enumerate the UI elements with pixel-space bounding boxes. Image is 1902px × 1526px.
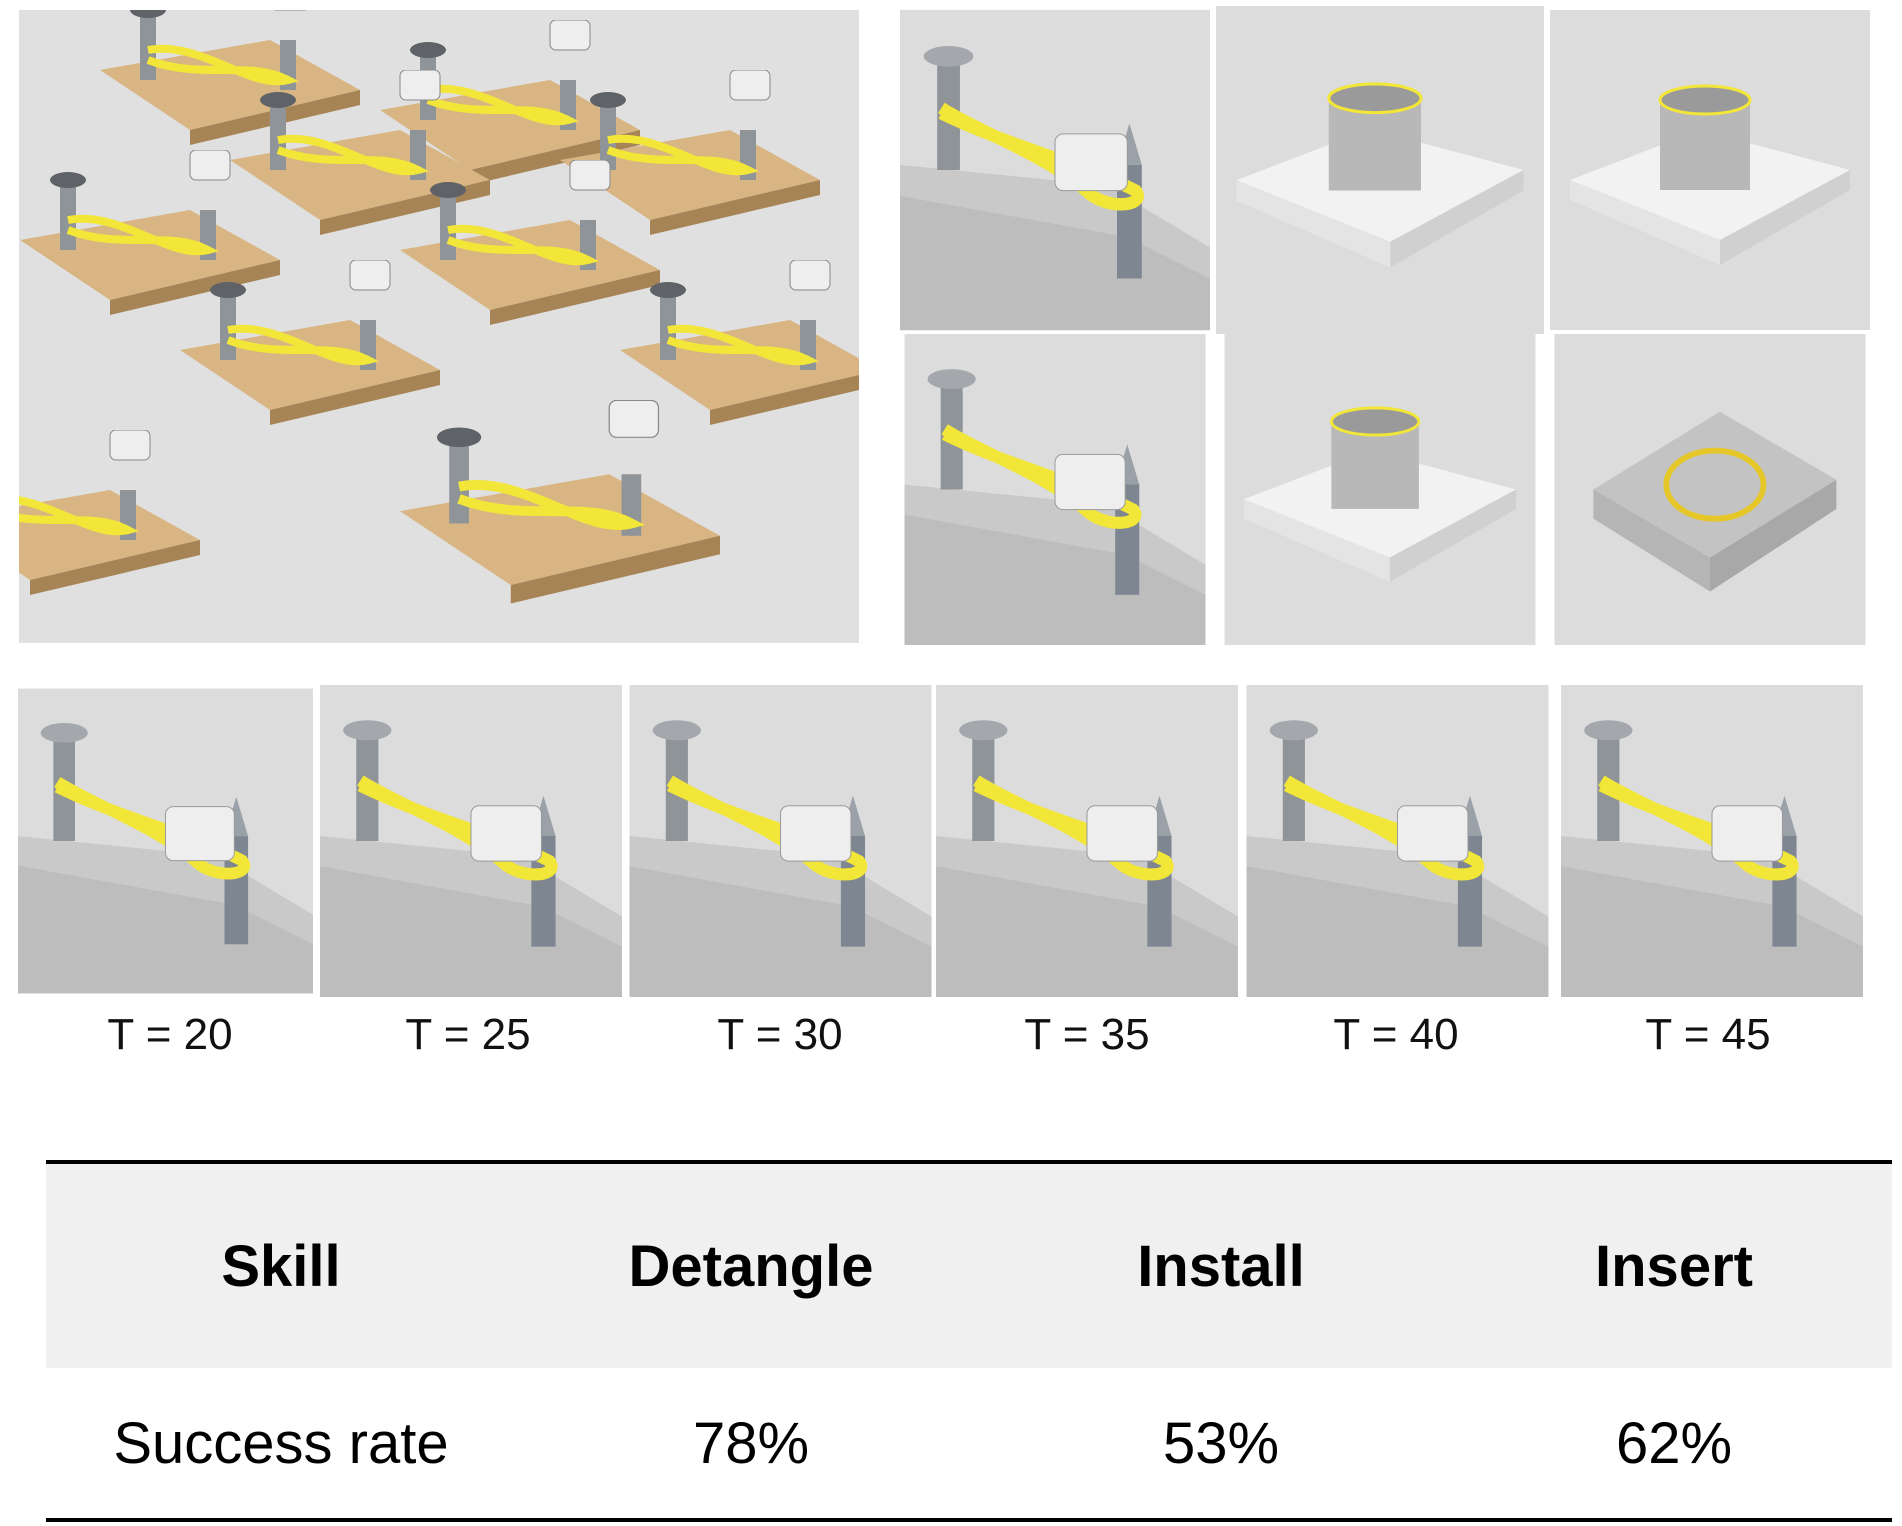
- figure-images: [0, 6, 1870, 1000]
- row-label: Success rate: [113, 1410, 449, 1476]
- header-cell: Skill: [46, 1162, 516, 1368]
- skill-grid: [900, 6, 1870, 645]
- cell: 78%: [692, 1410, 810, 1476]
- data-row: Success rate 78% 53% 62%: [46, 1368, 1892, 1520]
- header-cell: Detangle: [516, 1162, 986, 1368]
- results-table: Skill Detangle Install Insert Success ra…: [46, 1160, 1892, 1522]
- time-label: T = 25: [405, 1010, 531, 1059]
- time-label: T = 20: [107, 1010, 233, 1059]
- cell: 62%: [1615, 1410, 1733, 1476]
- time-label: T = 35: [1024, 1010, 1150, 1059]
- header-cell: Install: [986, 1162, 1456, 1368]
- cell: 53%: [1162, 1410, 1280, 1476]
- timeline-frames: [18, 685, 1863, 997]
- header-row: Skill Detangle Install Insert: [46, 1162, 1892, 1368]
- time-label: T = 45: [1645, 1010, 1771, 1059]
- time-label: T = 30: [717, 1010, 843, 1059]
- simulation-overview: [19, 10, 859, 643]
- time-label: T = 40: [1333, 1010, 1459, 1059]
- header-cell: Insert: [1456, 1162, 1892, 1368]
